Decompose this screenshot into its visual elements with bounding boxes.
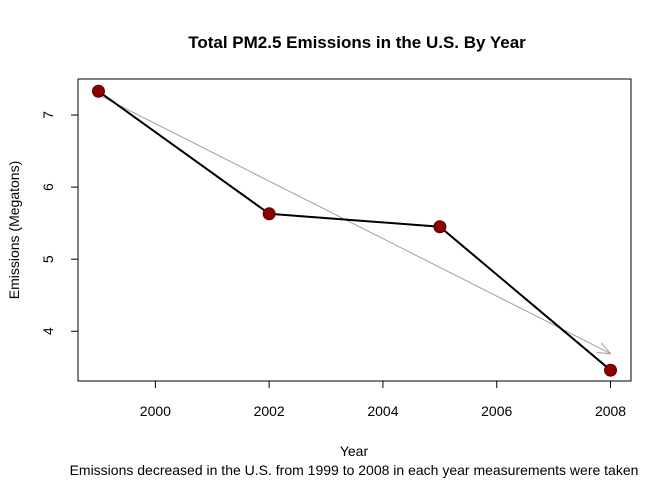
- x-axis: 2000 2002 2004 2006 2008: [140, 380, 626, 419]
- x-tick-label-2008: 2008: [595, 403, 626, 419]
- trend-arrow-head: [596, 342, 612, 355]
- series-line: [97, 90, 612, 371]
- x-tick-label-2006: 2006: [481, 403, 512, 419]
- x-axis-label: Year: [340, 443, 369, 459]
- data-points: [91, 84, 618, 377]
- data-point-2005: [433, 220, 447, 234]
- y-axis: 4 5 6 7: [40, 111, 79, 335]
- chart-subtitle: Emissions decreased in the U.S. from 199…: [70, 462, 639, 478]
- plot-frame: [77, 78, 632, 382]
- y-tick-label-7: 7: [40, 111, 56, 119]
- y-tick-label-4: 4: [40, 327, 56, 335]
- x-tick-label-2004: 2004: [367, 403, 398, 419]
- data-point-1999: [91, 84, 105, 98]
- data-point-2008: [604, 363, 618, 377]
- x-tick-label-2002: 2002: [254, 403, 285, 419]
- y-axis-label: Emissions (Megatons): [6, 161, 22, 300]
- y-tick-label-5: 5: [40, 255, 56, 263]
- trend-arrow: [98, 94, 612, 355]
- y-tick-label-6: 6: [40, 183, 56, 191]
- trend-arrow-shaft: [98, 94, 611, 355]
- series-polyline: [97, 90, 612, 371]
- x-tick-label-2000: 2000: [140, 403, 171, 419]
- data-point-2002: [262, 207, 276, 221]
- chart-title: Total PM2.5 Emissions in the U.S. By Yea…: [188, 33, 526, 52]
